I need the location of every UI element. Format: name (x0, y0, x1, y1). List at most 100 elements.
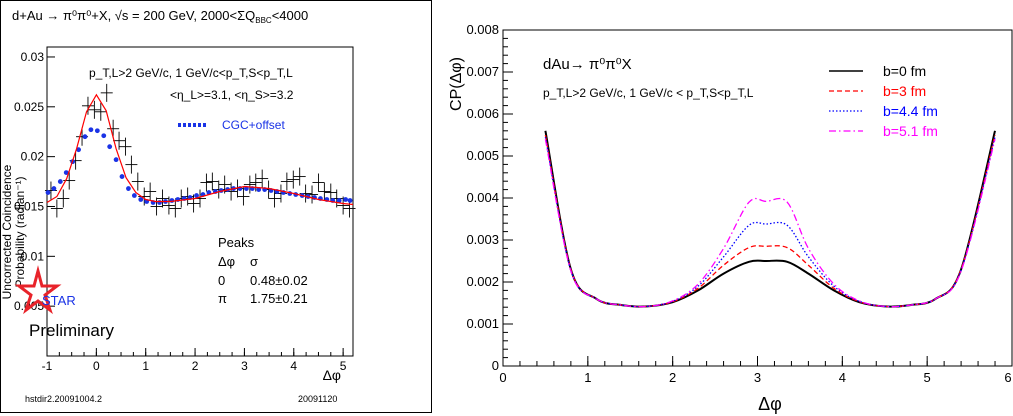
cgc-point (94, 128, 100, 134)
left-data-marks (44, 83, 356, 218)
data-point (131, 172, 144, 191)
right-panel: 0 1 2 3 4 5 6 0 0.001 0.002 0.003 0.004 0.005 0.006 0.… (448, 22, 1013, 414)
footer-left: hstdir2.20091004.2 (25, 394, 102, 404)
data-point (249, 173, 262, 192)
preliminary-label: Preliminary (29, 321, 115, 340)
left-plot-box (46, 46, 354, 357)
data-point (337, 196, 350, 215)
left-ylabel: Uncorrected Coincidence Probability (rad… (0, 164, 27, 299)
right-x-tick-label: 4 (839, 370, 846, 385)
left-plot-frame (46, 46, 354, 357)
left-y-tick-label: 0.01 (21, 249, 45, 263)
cgc-point (194, 193, 199, 198)
cgc-point (157, 200, 162, 205)
right-y-tick-label: 0 (492, 358, 499, 373)
peaks-row-1-dphi: 0 (218, 273, 225, 288)
data-point (200, 173, 213, 192)
data-point (100, 83, 113, 102)
cgc-point (138, 197, 144, 202)
left-x-tick-label: 2 (192, 359, 199, 373)
data-point (187, 194, 200, 213)
left-ylabel-line1: Uncorrected Coincidence (0, 164, 14, 299)
cgc-point (119, 174, 125, 179)
data-point (318, 182, 331, 201)
legend-cgc-label: CGC+offset (222, 118, 285, 132)
right-x-tick-label: 3 (754, 370, 761, 385)
right-plot-frame (502, 29, 1013, 367)
left-x-tick-label: 3 (241, 359, 248, 373)
right-ylabel: CP(Δφ) (448, 57, 465, 111)
legend-label-0: b=0 fm (883, 63, 926, 79)
right-x-tick-label: 6 (1004, 370, 1011, 385)
data-point (50, 199, 63, 218)
data-point (107, 119, 120, 138)
data-point (94, 102, 107, 121)
right-y-tick-label: 0.007 (466, 64, 499, 79)
data-point (268, 189, 281, 208)
left-x-tick-label: 0 (93, 359, 100, 373)
right-y-tick-label: 0.004 (466, 190, 499, 205)
right-y-tick-label: 0.003 (466, 232, 499, 247)
right-y-tick-label: 0.002 (466, 274, 499, 289)
cgc-point (347, 198, 353, 203)
left-panel: d+Au → π⁰π⁰+X, √s = 200 GeV, 2000<ΣQBBC<… (0, 0, 432, 413)
data-point (113, 131, 126, 150)
cgc-point (107, 144, 113, 150)
data-point (169, 199, 182, 218)
right-y-tick-label: 0.005 (466, 148, 499, 163)
right-y-tick-label: 0.006 (466, 106, 499, 121)
peaks-row-1-sigma: 0.48±0.02 (250, 273, 308, 288)
series-line-2 (544, 136, 996, 308)
footer-right: 20091120 (298, 394, 337, 404)
data-point (243, 175, 256, 194)
left-x-tick-label: 4 (290, 359, 297, 373)
cgc-point (101, 133, 107, 139)
data-point (57, 189, 70, 208)
right-x-tick-label: 5 (924, 370, 931, 385)
data-point (138, 187, 151, 206)
peaks-col-sigma: σ (250, 254, 258, 269)
right-xlabel: Δφ (758, 394, 782, 414)
cgc-point (76, 147, 81, 153)
cgc-point (113, 157, 119, 163)
data-point (156, 189, 169, 208)
left-x-tick-label: 5 (340, 359, 347, 373)
left-y-tick-label: 0.03 (21, 50, 45, 64)
data-point (206, 172, 219, 191)
cgc-point (126, 186, 131, 191)
left-panel-border (0, 0, 432, 413)
data-point (144, 182, 157, 201)
data-point (280, 172, 293, 191)
right-x-tick-label: 1 (584, 370, 591, 385)
data-point (81, 96, 94, 115)
data-point (125, 155, 138, 174)
data-point (162, 196, 175, 215)
left-x-tick-label: 1 (142, 359, 149, 373)
right-title: dAu→ π⁰π⁰X (543, 56, 632, 73)
data-point (237, 187, 250, 206)
peaks-col-dphi: Δφ (218, 254, 235, 269)
right-x-tick-label: 0 (499, 370, 506, 385)
right-plot-box (502, 29, 1013, 367)
star-logo-text: STAR (42, 293, 76, 308)
series-line-3 (544, 139, 996, 308)
right-data-marks (544, 130, 996, 308)
cgc-point (82, 134, 88, 140)
fit-curve (46, 93, 354, 206)
right-y-tick-label: 0.008 (466, 22, 499, 37)
data-point (287, 170, 300, 189)
left-x-tick-label: -1 (42, 359, 53, 373)
cgc-point (343, 197, 348, 202)
legend-label-3: b=5.1 fm (883, 123, 938, 139)
left-ylabel-line2: Probability (radian⁻¹) (13, 176, 27, 287)
right-y-tick-label: 0.001 (466, 316, 499, 331)
cgc-point (63, 170, 69, 175)
cgc-point (336, 198, 342, 203)
right-x-tick-label: 2 (669, 370, 676, 385)
data-point (256, 169, 269, 188)
peaks-row-2-dphi: π (218, 291, 227, 306)
cgc-point (88, 127, 94, 133)
cgc-point (45, 190, 51, 195)
right-subtitle: p_T,L>2 GeV/c, 1 GeV/c < p_T,S<p_T,L (543, 86, 754, 100)
